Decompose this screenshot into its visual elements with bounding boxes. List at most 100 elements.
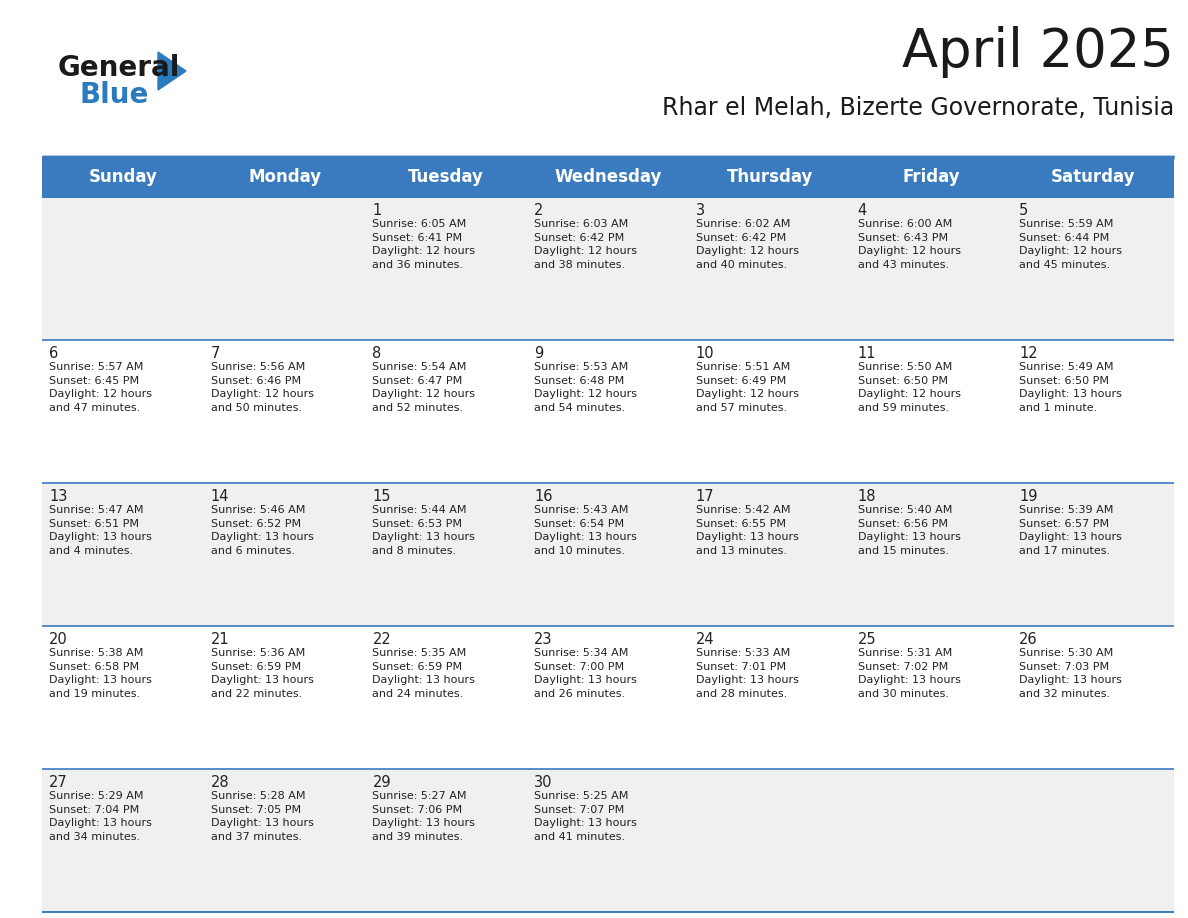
Text: Sunrise: 5:36 AM
Sunset: 6:59 PM
Daylight: 13 hours
and 22 minutes.: Sunrise: 5:36 AM Sunset: 6:59 PM Dayligh… (210, 648, 314, 699)
Bar (42, 769, 203, 912)
Bar (366, 483, 527, 626)
Text: 8: 8 (372, 346, 381, 361)
Text: Sunrise: 5:50 AM
Sunset: 6:50 PM
Daylight: 12 hours
and 59 minutes.: Sunrise: 5:50 AM Sunset: 6:50 PM Dayligh… (858, 362, 961, 413)
Text: 30: 30 (535, 775, 552, 790)
Bar (1012, 157, 1174, 197)
Text: Sunrise: 5:56 AM
Sunset: 6:46 PM
Daylight: 12 hours
and 50 minutes.: Sunrise: 5:56 AM Sunset: 6:46 PM Dayligh… (210, 362, 314, 413)
Bar (527, 340, 689, 483)
Bar (689, 340, 851, 483)
Bar (366, 340, 527, 483)
Text: Sunrise: 5:59 AM
Sunset: 6:44 PM
Daylight: 12 hours
and 45 minutes.: Sunrise: 5:59 AM Sunset: 6:44 PM Dayligh… (1019, 219, 1123, 270)
Bar (42, 197, 203, 340)
Text: 12: 12 (1019, 346, 1038, 361)
Text: Sunrise: 5:35 AM
Sunset: 6:59 PM
Daylight: 13 hours
and 24 minutes.: Sunrise: 5:35 AM Sunset: 6:59 PM Dayligh… (372, 648, 475, 699)
Text: Monday: Monday (248, 168, 321, 186)
Polygon shape (158, 52, 187, 90)
Text: 20: 20 (49, 632, 68, 647)
Bar (203, 157, 366, 197)
Text: General: General (58, 54, 181, 82)
Text: 24: 24 (696, 632, 714, 647)
Text: Sunrise: 5:38 AM
Sunset: 6:58 PM
Daylight: 13 hours
and 19 minutes.: Sunrise: 5:38 AM Sunset: 6:58 PM Dayligh… (49, 648, 152, 699)
Bar (851, 483, 1012, 626)
Text: Sunrise: 5:40 AM
Sunset: 6:56 PM
Daylight: 13 hours
and 15 minutes.: Sunrise: 5:40 AM Sunset: 6:56 PM Dayligh… (858, 505, 960, 555)
Bar (1012, 626, 1174, 769)
Bar (1012, 197, 1174, 340)
Text: April 2025: April 2025 (902, 26, 1174, 78)
Text: 10: 10 (696, 346, 714, 361)
Text: Sunrise: 5:57 AM
Sunset: 6:45 PM
Daylight: 12 hours
and 47 minutes.: Sunrise: 5:57 AM Sunset: 6:45 PM Dayligh… (49, 362, 152, 413)
Text: 26: 26 (1019, 632, 1038, 647)
Text: 15: 15 (372, 489, 391, 504)
Text: 27: 27 (49, 775, 68, 790)
Bar (203, 626, 366, 769)
Bar (851, 340, 1012, 483)
Text: Sunrise: 5:42 AM
Sunset: 6:55 PM
Daylight: 13 hours
and 13 minutes.: Sunrise: 5:42 AM Sunset: 6:55 PM Dayligh… (696, 505, 798, 555)
Text: 19: 19 (1019, 489, 1038, 504)
Text: Friday: Friday (903, 168, 960, 186)
Bar (366, 769, 527, 912)
Text: 18: 18 (858, 489, 876, 504)
Bar (527, 197, 689, 340)
Bar (527, 769, 689, 912)
Text: Sunrise: 5:25 AM
Sunset: 7:07 PM
Daylight: 13 hours
and 41 minutes.: Sunrise: 5:25 AM Sunset: 7:07 PM Dayligh… (535, 791, 637, 842)
Text: Sunrise: 6:03 AM
Sunset: 6:42 PM
Daylight: 12 hours
and 38 minutes.: Sunrise: 6:03 AM Sunset: 6:42 PM Dayligh… (535, 219, 637, 270)
Text: Sunday: Sunday (88, 168, 157, 186)
Text: 9: 9 (535, 346, 543, 361)
Text: Sunrise: 6:05 AM
Sunset: 6:41 PM
Daylight: 12 hours
and 36 minutes.: Sunrise: 6:05 AM Sunset: 6:41 PM Dayligh… (372, 219, 475, 270)
Text: Sunrise: 5:49 AM
Sunset: 6:50 PM
Daylight: 13 hours
and 1 minute.: Sunrise: 5:49 AM Sunset: 6:50 PM Dayligh… (1019, 362, 1123, 413)
Bar (851, 157, 1012, 197)
Bar (1012, 340, 1174, 483)
Bar (203, 197, 366, 340)
Text: Sunrise: 5:54 AM
Sunset: 6:47 PM
Daylight: 12 hours
and 52 minutes.: Sunrise: 5:54 AM Sunset: 6:47 PM Dayligh… (372, 362, 475, 413)
Bar (42, 157, 203, 197)
Text: 22: 22 (372, 632, 391, 647)
Text: Sunrise: 5:33 AM
Sunset: 7:01 PM
Daylight: 13 hours
and 28 minutes.: Sunrise: 5:33 AM Sunset: 7:01 PM Dayligh… (696, 648, 798, 699)
Text: 28: 28 (210, 775, 229, 790)
Text: 6: 6 (49, 346, 58, 361)
Text: Sunrise: 6:00 AM
Sunset: 6:43 PM
Daylight: 12 hours
and 43 minutes.: Sunrise: 6:00 AM Sunset: 6:43 PM Dayligh… (858, 219, 961, 270)
Bar (527, 626, 689, 769)
Bar (203, 340, 366, 483)
Bar (203, 483, 366, 626)
Bar (851, 769, 1012, 912)
Bar (42, 626, 203, 769)
Bar (689, 157, 851, 197)
Text: Saturday: Saturday (1051, 168, 1136, 186)
Bar (527, 483, 689, 626)
Bar (851, 197, 1012, 340)
Text: Sunrise: 5:46 AM
Sunset: 6:52 PM
Daylight: 13 hours
and 6 minutes.: Sunrise: 5:46 AM Sunset: 6:52 PM Dayligh… (210, 505, 314, 555)
Text: Rhar el Melah, Bizerte Governorate, Tunisia: Rhar el Melah, Bizerte Governorate, Tuni… (662, 96, 1174, 120)
Text: 3: 3 (696, 203, 704, 218)
Text: 2: 2 (535, 203, 544, 218)
Bar (366, 197, 527, 340)
Text: 13: 13 (49, 489, 68, 504)
Text: 14: 14 (210, 489, 229, 504)
Bar (689, 626, 851, 769)
Text: 11: 11 (858, 346, 876, 361)
Bar (1012, 483, 1174, 626)
Bar (1012, 769, 1174, 912)
Text: Tuesday: Tuesday (409, 168, 485, 186)
Text: Thursday: Thursday (727, 168, 813, 186)
Bar (42, 340, 203, 483)
Bar (689, 483, 851, 626)
Text: Sunrise: 5:31 AM
Sunset: 7:02 PM
Daylight: 13 hours
and 30 minutes.: Sunrise: 5:31 AM Sunset: 7:02 PM Dayligh… (858, 648, 960, 699)
Text: Sunrise: 5:53 AM
Sunset: 6:48 PM
Daylight: 12 hours
and 54 minutes.: Sunrise: 5:53 AM Sunset: 6:48 PM Dayligh… (535, 362, 637, 413)
Text: 23: 23 (535, 632, 552, 647)
Text: Blue: Blue (80, 81, 150, 109)
Bar (366, 157, 527, 197)
Text: Sunrise: 5:34 AM
Sunset: 7:00 PM
Daylight: 13 hours
and 26 minutes.: Sunrise: 5:34 AM Sunset: 7:00 PM Dayligh… (535, 648, 637, 699)
Text: Wednesday: Wednesday (555, 168, 662, 186)
Text: Sunrise: 5:29 AM
Sunset: 7:04 PM
Daylight: 13 hours
and 34 minutes.: Sunrise: 5:29 AM Sunset: 7:04 PM Dayligh… (49, 791, 152, 842)
Text: 4: 4 (858, 203, 867, 218)
Bar (203, 769, 366, 912)
Bar (366, 626, 527, 769)
Text: Sunrise: 5:28 AM
Sunset: 7:05 PM
Daylight: 13 hours
and 37 minutes.: Sunrise: 5:28 AM Sunset: 7:05 PM Dayligh… (210, 791, 314, 842)
Text: Sunrise: 6:02 AM
Sunset: 6:42 PM
Daylight: 12 hours
and 40 minutes.: Sunrise: 6:02 AM Sunset: 6:42 PM Dayligh… (696, 219, 798, 270)
Text: Sunrise: 5:44 AM
Sunset: 6:53 PM
Daylight: 13 hours
and 8 minutes.: Sunrise: 5:44 AM Sunset: 6:53 PM Dayligh… (372, 505, 475, 555)
Text: 29: 29 (372, 775, 391, 790)
Text: Sunrise: 5:27 AM
Sunset: 7:06 PM
Daylight: 13 hours
and 39 minutes.: Sunrise: 5:27 AM Sunset: 7:06 PM Dayligh… (372, 791, 475, 842)
Text: 7: 7 (210, 346, 220, 361)
Text: 25: 25 (858, 632, 877, 647)
Bar (689, 197, 851, 340)
